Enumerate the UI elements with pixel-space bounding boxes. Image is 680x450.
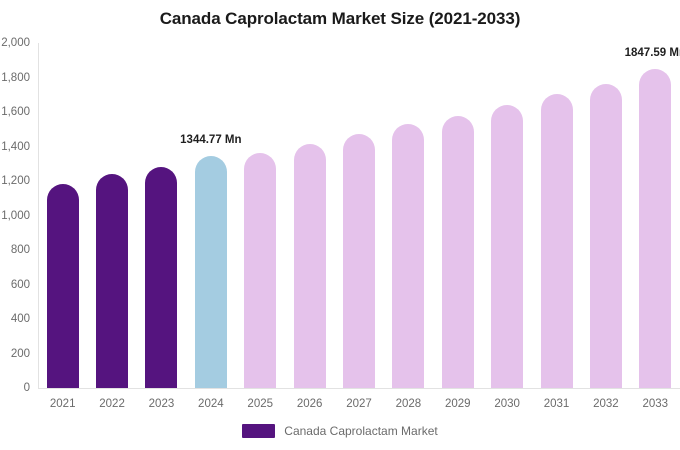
bar-group-2028: 2028 [392,43,425,410]
bar-2024[interactable] [194,156,227,388]
bar-group-2031: 2031 [540,43,573,410]
bar-2029[interactable] [441,115,474,388]
x-axis-tick-label-2033: 2033 [642,398,669,410]
y-axis-line [38,43,39,388]
bar-2032[interactable] [589,83,622,388]
bar-group-2023: 2023 [145,43,178,410]
y-axis-tick-label: 1,200 [1,175,30,187]
bar-group-2030: 2030 [491,43,524,410]
x-axis-tick-label-2028: 2028 [395,398,422,410]
chart-legend: Canada Caprolactam Market [0,424,680,438]
y-axis-tick-label: 1,800 [1,71,30,84]
bar-2030[interactable] [491,104,524,388]
y-axis-tick-label: 800 [10,244,30,256]
bar-group-2026: 2026 [293,43,326,410]
bar-2026[interactable] [293,143,326,388]
bar-group-2032: 2032 [589,43,622,410]
y-axis-tick-label: 200 [10,347,30,360]
bar-2033[interactable] [639,69,672,388]
y-axis-tick-label: 1,600 [1,106,30,118]
bar-2023[interactable] [145,167,178,388]
x-axis-tick-label-2026: 2026 [296,398,323,410]
x-axis-tick-label-2022: 2022 [99,398,125,410]
x-axis-tick-label-2024: 2024 [198,398,224,410]
y-axis-tick-label: 1,000 [1,209,30,222]
x-axis-tick-label-2021: 2021 [49,398,76,410]
x-axis-tick-label-2029: 2029 [444,398,471,410]
bar-2021[interactable] [46,183,79,388]
bar-group-2024: 1344.77 Mn 2024 [180,43,241,410]
y-axis-tick-label: 400 [10,313,30,325]
bar-2022[interactable] [96,174,129,388]
bar-2027[interactable] [343,134,375,388]
y-axis-tick-label: 600 [10,278,30,291]
bar-group-2021: 2021 [46,43,79,410]
y-axis-tick-label: 1,400 [1,140,30,153]
plot-area: 2021 2022 2023 1344.77 Mn 2024 2025 2026 2027 20… [38,43,680,410]
x-axis-tick-label-2023: 2023 [148,398,175,410]
legend-swatch-canada-caprolactam-market [242,424,276,438]
bar-2031[interactable] [540,94,573,388]
bar-value-label-2024: 1344.77 Mn [180,134,242,147]
bar-group-2033: 1847.59 Mn 2033 [625,43,680,410]
x-axis-tick-label-2030: 2030 [494,398,520,410]
bar-group-2022: 2022 [96,43,129,410]
x-axis-tick-label-2025: 2025 [247,398,274,410]
bar-group-2029: 2029 [441,43,474,410]
x-axis-line [38,388,680,389]
bar-value-label-2033: 1847.59 Mn [624,47,680,60]
x-axis-tick-label-2031: 2031 [543,398,570,410]
bar-2028[interactable] [392,124,425,388]
chart-title: Canada Caprolactam Market Size (2021-203… [159,9,521,28]
x-axis-tick-label-2032: 2032 [593,398,619,410]
y-axis-tick-label: 2,000 [1,37,30,49]
legend-label-canada-caprolactam-market: Canada Caprolactam Market [284,424,438,438]
bar-group-2027: 2027 [343,43,375,410]
x-axis-tick-label-2027: 2027 [346,398,372,410]
y-axis-tick-label: 0 [23,382,30,394]
bar-2025[interactable] [244,152,277,388]
bar-group-2025: 2025 [244,43,277,410]
